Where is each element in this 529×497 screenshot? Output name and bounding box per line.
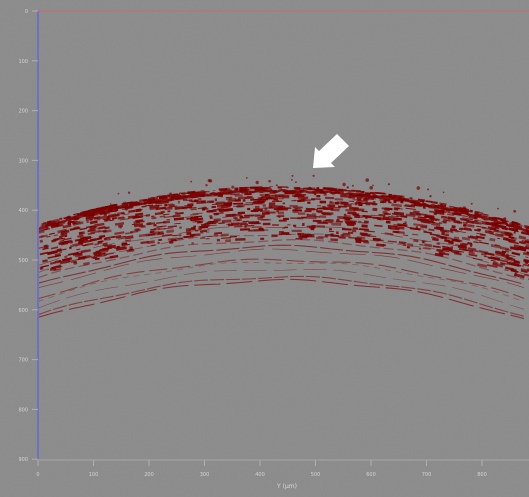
y-tick-label: 500 xyxy=(18,258,28,264)
y-tick-label: 800 xyxy=(18,407,28,413)
x-tick-label: 300 xyxy=(200,472,210,478)
y-tick-label: 0 xyxy=(25,9,28,15)
x-tick-label: 500 xyxy=(311,472,321,478)
x-tick-label: 200 xyxy=(144,472,154,478)
y-tick-label: 400 xyxy=(18,208,28,214)
y-tick-label: 200 xyxy=(18,109,28,115)
y-tick-label: 100 xyxy=(18,59,28,65)
arrow-icon xyxy=(313,134,349,168)
x-axis-title: Y (µm) xyxy=(276,483,297,490)
x-tick-label: 600 xyxy=(366,472,376,478)
y-tick-label: 300 xyxy=(18,158,28,164)
x-tick-label: 100 xyxy=(89,472,99,478)
x-tick-label: 800 xyxy=(477,472,487,478)
x-tick-label: 400 xyxy=(255,472,265,478)
y-tick-label: 900 xyxy=(18,457,28,463)
y-tick-label: 700 xyxy=(18,358,28,364)
tissue-layer xyxy=(37,174,529,319)
x-tick-label: 700 xyxy=(422,472,432,478)
y-tick-label: 600 xyxy=(18,308,28,314)
y-axis-ticks: 0 100 200 300 400 500 600 700 800 900 xyxy=(18,9,38,463)
x-tick-label: 0 xyxy=(36,472,39,478)
